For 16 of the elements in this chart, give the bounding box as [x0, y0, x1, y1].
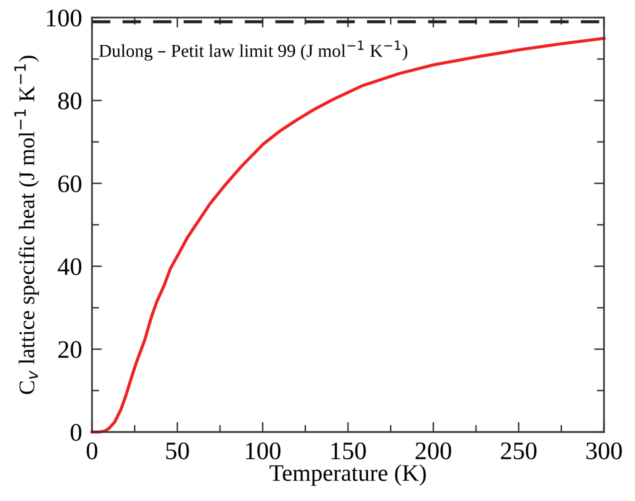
- x-tick-label: 150: [331, 442, 366, 460]
- x-tick-label: 0: [86, 442, 98, 460]
- y-tick-label: 20: [58, 341, 82, 358]
- y-axis-title: C$_{v}$ lattice specific heat (J mol$^{−1}$ K$^{−1}$): [14, 56, 39, 394]
- x-axis-title: Temperature (K): [270, 464, 426, 486]
- x-tick-label: 250: [501, 442, 536, 460]
- x-tick-label: 100: [246, 442, 280, 460]
- ref-line-label: Dulong – Petit law limit 99 (J mol$^{−1}$ K$^{−1}$): [99, 40, 408, 61]
- y-tick-label: 60: [58, 175, 82, 192]
- x-tick-label: 50: [166, 442, 189, 460]
- y-tick-label: 80: [58, 92, 82, 110]
- x-tick-label: 200: [416, 442, 452, 460]
- y-tick-label: 100: [46, 10, 82, 27]
- y-tick-label: 40: [58, 258, 82, 276]
- x-tick-label: 300: [586, 442, 622, 460]
- y-tick-label: 0: [70, 424, 82, 441]
